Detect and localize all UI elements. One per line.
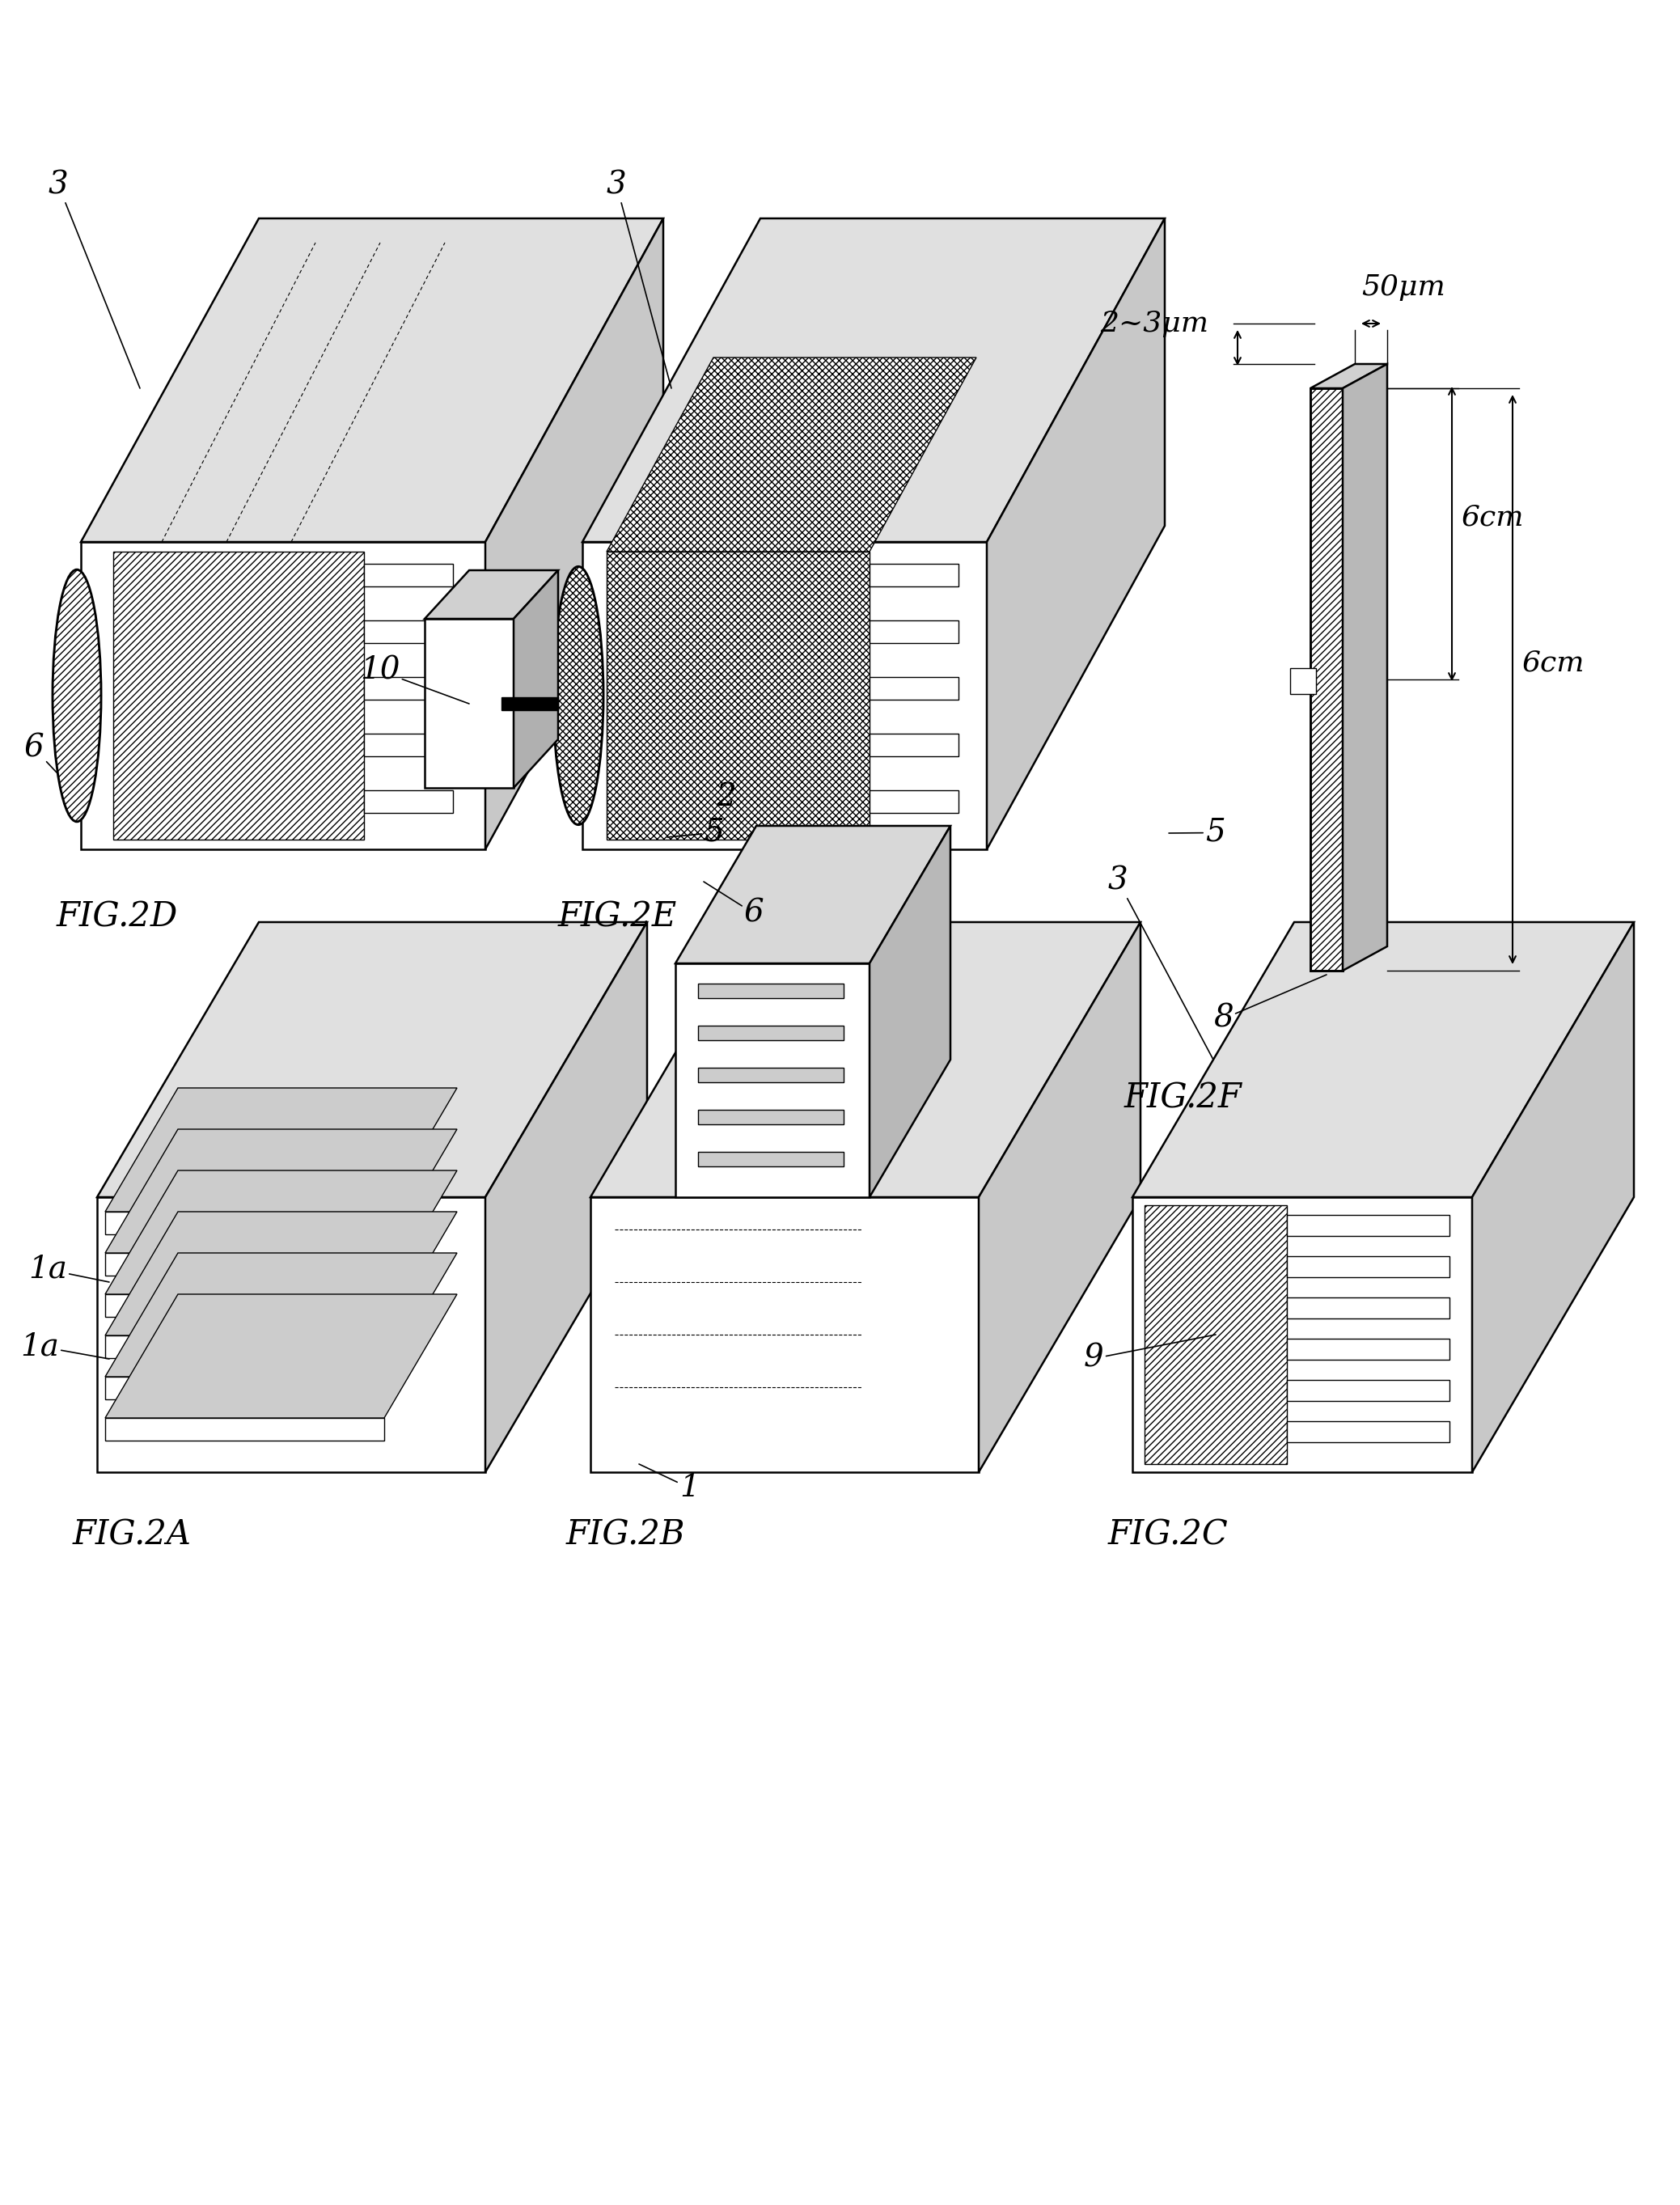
Polygon shape [870, 789, 959, 814]
Polygon shape [365, 734, 454, 756]
Polygon shape [365, 677, 454, 699]
Polygon shape [106, 1376, 385, 1400]
Polygon shape [699, 983, 843, 999]
Polygon shape [106, 1252, 385, 1277]
Polygon shape [1290, 668, 1315, 695]
Text: 5: 5 [667, 818, 724, 847]
Polygon shape [106, 1171, 457, 1294]
Polygon shape [870, 827, 951, 1197]
Text: 3: 3 [1109, 867, 1213, 1061]
Polygon shape [986, 218, 1164, 849]
Polygon shape [583, 218, 1164, 542]
Polygon shape [870, 734, 959, 756]
Polygon shape [425, 571, 558, 620]
Text: 2~3μm: 2~3μm [1100, 309, 1208, 337]
Polygon shape [1310, 364, 1388, 388]
Text: FIG.2D: FIG.2D [57, 900, 178, 933]
Text: 9: 9 [1084, 1334, 1216, 1374]
Text: FIG.2B: FIG.2B [566, 1519, 685, 1552]
Polygon shape [979, 922, 1141, 1473]
Polygon shape [106, 1213, 457, 1336]
Polygon shape [486, 218, 664, 849]
Polygon shape [1287, 1257, 1450, 1277]
Polygon shape [106, 1213, 385, 1235]
Text: 6cm: 6cm [1522, 650, 1584, 677]
Text: FIG.2C: FIG.2C [1109, 1519, 1228, 1552]
Polygon shape [583, 542, 986, 849]
Ellipse shape [553, 567, 603, 825]
Polygon shape [699, 1109, 843, 1125]
Ellipse shape [52, 569, 101, 822]
Polygon shape [1342, 364, 1388, 970]
Polygon shape [365, 620, 454, 644]
Polygon shape [106, 1418, 385, 1440]
Polygon shape [81, 542, 486, 849]
Polygon shape [106, 1336, 385, 1358]
Polygon shape [113, 551, 365, 840]
Text: 8: 8 [1213, 975, 1327, 1034]
Polygon shape [1144, 1206, 1287, 1464]
Text: FIG.2E: FIG.2E [558, 900, 677, 933]
Polygon shape [1287, 1215, 1450, 1237]
Polygon shape [1287, 1422, 1450, 1442]
Polygon shape [106, 1294, 385, 1316]
Polygon shape [425, 620, 514, 787]
Polygon shape [699, 1067, 843, 1083]
Polygon shape [1132, 1197, 1472, 1473]
Polygon shape [590, 922, 1141, 1197]
Polygon shape [1132, 922, 1635, 1197]
Polygon shape [106, 1252, 457, 1376]
Polygon shape [1287, 1380, 1450, 1400]
Polygon shape [675, 964, 870, 1197]
Polygon shape [1287, 1297, 1450, 1319]
Polygon shape [606, 357, 976, 551]
Polygon shape [1310, 388, 1342, 970]
Polygon shape [106, 1294, 457, 1418]
Polygon shape [870, 677, 959, 699]
Polygon shape [97, 1197, 486, 1473]
Text: 5: 5 [1169, 818, 1225, 847]
Polygon shape [590, 1197, 979, 1473]
Text: 6cm: 6cm [1462, 505, 1524, 531]
Polygon shape [1287, 1338, 1450, 1360]
Polygon shape [365, 789, 454, 814]
Text: 1a: 1a [29, 1255, 109, 1286]
Text: 1a: 1a [20, 1332, 109, 1360]
Polygon shape [97, 922, 647, 1197]
Text: 10: 10 [360, 657, 469, 703]
Polygon shape [606, 551, 870, 840]
Polygon shape [514, 571, 558, 787]
Polygon shape [870, 564, 959, 587]
Polygon shape [699, 1151, 843, 1166]
Text: 6: 6 [704, 882, 764, 928]
Polygon shape [699, 1025, 843, 1041]
Text: 6: 6 [24, 734, 57, 772]
Polygon shape [365, 564, 454, 587]
Polygon shape [486, 922, 647, 1473]
Text: 3: 3 [606, 170, 672, 388]
Text: FIG.2A: FIG.2A [72, 1519, 192, 1552]
Text: 2: 2 [716, 783, 736, 811]
Text: FIG.2F: FIG.2F [1124, 1080, 1242, 1116]
Polygon shape [106, 1129, 457, 1252]
Polygon shape [675, 827, 951, 964]
Polygon shape [81, 218, 664, 542]
Polygon shape [1472, 922, 1635, 1473]
Polygon shape [502, 697, 558, 710]
Text: 50μm: 50μm [1361, 273, 1445, 300]
Polygon shape [870, 620, 959, 644]
Text: 1: 1 [638, 1464, 699, 1504]
Polygon shape [106, 1087, 457, 1213]
Text: 3: 3 [49, 170, 139, 388]
